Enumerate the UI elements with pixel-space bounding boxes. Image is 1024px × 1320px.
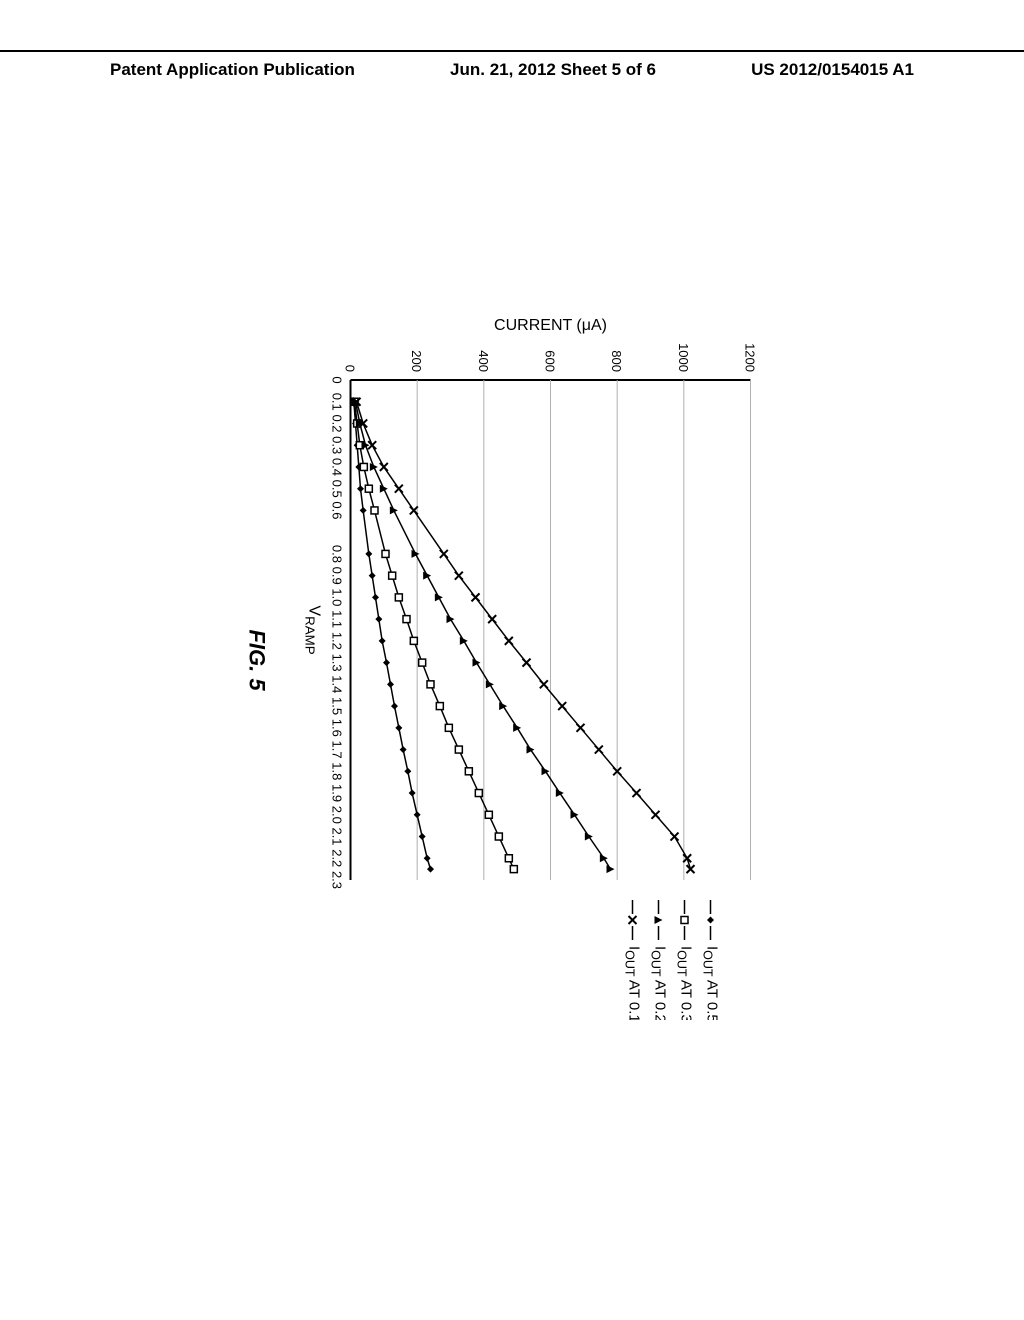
header-left: Patent Application Publication	[110, 60, 355, 80]
svg-text:1.7: 1.7	[330, 741, 345, 759]
chart-svg: 0 200 400 600 800 1000 1200 0 0.1 0.2 0.3 0.4 0.5 0.6…	[281, 300, 781, 1020]
svg-text:0.8: 0.8	[330, 545, 345, 563]
svg-text:0: 0	[330, 376, 345, 383]
figure-label: FIG. 5	[244, 300, 270, 1020]
header-right: US 2012/0154015 A1	[751, 60, 914, 80]
svg-text:2.1: 2.1	[330, 827, 345, 845]
svg-text:200: 200	[409, 350, 424, 372]
svg-text:1.4: 1.4	[330, 675, 345, 693]
svg-text:0.3: 0.3	[330, 436, 345, 454]
svg-text:1.5: 1.5	[330, 697, 345, 715]
header-center: Jun. 21, 2012 Sheet 5 of 6	[450, 60, 656, 80]
svg-text:1.6: 1.6	[330, 719, 345, 737]
chart-iout-vs-vramp: 0 200 400 600 800 1000 1200 0 0.1 0.2 0.3 0.4 0.5 0.6…	[276, 300, 781, 1020]
svg-text:400: 400	[476, 350, 491, 372]
svg-text:0.2: 0.2	[330, 414, 345, 432]
svg-text:2.0: 2.0	[330, 806, 345, 824]
svg-text:1.3: 1.3	[330, 654, 345, 672]
svg-text:1.1: 1.1	[330, 610, 345, 628]
svg-text:0.6: 0.6	[330, 501, 345, 519]
svg-text:1.0: 1.0	[330, 588, 345, 606]
svg-text:1.9: 1.9	[330, 784, 345, 802]
figure-5-rotated-container: 0 200 400 600 800 1000 1200 0 0.1 0.2 0.3 0.4 0.5 0.6…	[244, 300, 781, 1020]
svg-text:800: 800	[609, 350, 624, 372]
svg-text:1200: 1200	[743, 343, 758, 372]
svg-text:0.9: 0.9	[330, 567, 345, 585]
svg-text:0.1: 0.1	[330, 393, 345, 411]
svg-text:0.4: 0.4	[330, 458, 345, 476]
svg-text:0: 0	[343, 365, 358, 372]
svg-text:1.8: 1.8	[330, 762, 345, 780]
svg-text:600: 600	[543, 350, 558, 372]
svg-text:1000: 1000	[676, 343, 691, 372]
svg-text:2.2: 2.2	[330, 849, 345, 867]
svg-text:2.3: 2.3	[330, 871, 345, 889]
svg-text:CURRENT (μA): CURRENT (μA)	[494, 317, 607, 334]
page-header: Patent Application Publication Jun. 21, …	[0, 50, 1024, 80]
svg-text:0.5: 0.5	[330, 480, 345, 498]
svg-text:1.2: 1.2	[330, 632, 345, 650]
